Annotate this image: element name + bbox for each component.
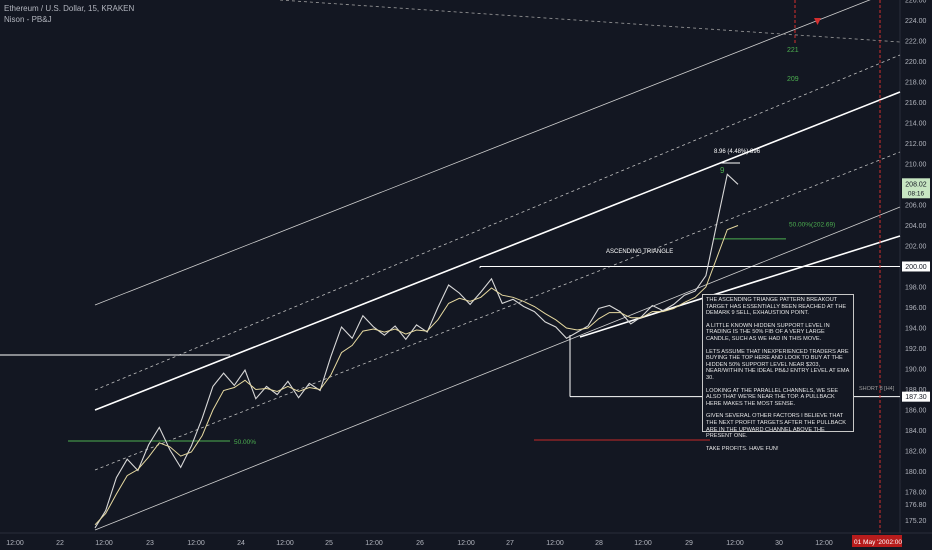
y-axis-tick-label: 202.00 [905, 244, 927, 251]
y-axis-tick-label: 212.00 [905, 141, 927, 148]
y-axis-tick-label: 194.00 [905, 326, 927, 333]
y-axis-tick-label: 176.80 [905, 502, 927, 509]
note-paragraph: GIVEN SEVERAL OTHER FACTORS I BELIEVE TH… [706, 413, 846, 440]
x-axis-tick-label: 12:00 [726, 540, 744, 547]
current-price-label: 208.02 [905, 181, 927, 188]
y-axis-tick-label: 222.00 [905, 39, 927, 46]
note-paragraph: TAKE PROFITS. HAVE FUN! [706, 445, 779, 452]
x-axis-tick-label: 22 [56, 540, 64, 547]
price-level-badge [902, 261, 930, 272]
y-axis-tick-label: 216.00 [905, 100, 927, 107]
demark-count-label: 9 [720, 166, 725, 175]
x-axis-tick-label: 01 May '20 [854, 539, 886, 546]
x-axis-tick-label: 12:00 [187, 540, 205, 547]
triangle-support-line [579, 235, 901, 338]
x-axis-tick-label: 23 [146, 540, 154, 547]
x-axis-tick-label: 24 [237, 540, 245, 547]
red-arrow-icon [814, 18, 821, 25]
price-series-line [94, 173, 739, 529]
y-axis-tick-label: 178.00 [905, 490, 927, 497]
y-axis-tick-label: 224.00 [905, 18, 927, 25]
x-axis-date-badge [852, 535, 902, 547]
y-axis-tick-label: 214.00 [905, 121, 927, 128]
fib-50-left-label: 50.00% [234, 439, 256, 446]
price-level-label: 200.00 [905, 264, 927, 271]
x-axis-tick-label: 12:00 [546, 540, 564, 547]
resistance-dashed-line [279, 0, 901, 43]
y-axis-tick-label: 226.00 [905, 0, 927, 5]
note-paragraph: THE ASCENDING TRIANGE PATTERN BREAKOUT T… [706, 297, 847, 317]
y-axis-tick-label: 204.00 [905, 223, 927, 230]
x-axis-tick-label: 12:00 [457, 540, 475, 547]
y-axis-tick-label: 175.20 [905, 518, 927, 525]
fib-209-label: 209 [787, 76, 799, 83]
y-axis-tick-label: 198.00 [905, 285, 927, 292]
short-tag-label: SHORT 8 [H4] [859, 386, 895, 392]
fib-221-label: 221 [787, 47, 799, 54]
note-paragraph: LOOKING AT THE PARALLEL CHANNELS, WE SEE… [706, 387, 839, 407]
x-axis-tick-label: 12:00 [276, 540, 294, 547]
note-paragraph: A LITTLE KNOWN HIDDEN SUPPORT LEVEL IN T… [706, 322, 830, 342]
y-axis-tick-label: 184.00 [905, 428, 927, 435]
price-level-label: 187.30 [905, 394, 927, 401]
x-axis-tick-label: 12:00 [6, 540, 24, 547]
note-paragraph: LETS ASSUME THAT INEXPERIENCED TRADERS A… [706, 348, 849, 381]
x-axis-tick-label: 29 [685, 540, 693, 547]
channel-dashed-line [94, 151, 901, 471]
price-level-badge [902, 391, 930, 402]
current-price-badge [902, 178, 930, 199]
move-measure-label: 8.96 (4.48%) 896 [714, 149, 761, 155]
y-axis-tick-label: 192.00 [905, 346, 927, 353]
x-axis-tick-label: 30 [775, 540, 783, 547]
x-axis-tick-label: 12:00 [95, 540, 113, 547]
indicator-title: Nison - PB&J [4, 15, 52, 24]
y-axis-tick-label: 218.00 [905, 80, 927, 87]
x-axis-tick-label: 25 [325, 540, 333, 547]
channel-main-line [94, 91, 901, 411]
x-axis-tick-label: 12:00 [815, 540, 833, 547]
x-axis-tick-label: 28 [595, 540, 603, 547]
channel-dashed-line [94, 54, 901, 391]
x-axis-tick-label: 02:00 [886, 539, 903, 546]
y-axis-tick-label: 182.00 [905, 449, 927, 456]
analysis-note-box[interactable]: THE ASCENDING TRIANGE PATTERN BREAKOUT T… [702, 294, 854, 452]
y-axis-tick-label: 190.00 [905, 367, 927, 374]
x-axis-tick-label: 26 [416, 540, 424, 547]
ema-series-line [94, 225, 739, 526]
y-axis-tick-label: 206.00 [905, 203, 927, 210]
x-axis-tick-label: 12:00 [634, 540, 652, 547]
y-axis-tick-label: 210.00 [905, 162, 927, 169]
upper-channel-line [94, 0, 871, 306]
fib-50-right-label: 50.00%(202.69) [789, 222, 835, 229]
y-axis-tick-label: 196.00 [905, 305, 927, 312]
countdown-label: 08:16 [908, 190, 925, 197]
y-axis-tick-label: 220.00 [905, 59, 927, 66]
y-axis-tick-label: 188.00 [905, 387, 927, 394]
symbol-title: Ethereum / U.S. Dollar, 15, KRAKEN [4, 4, 135, 13]
ascending-triangle-label: ASCENDING TRIANGLE [606, 249, 673, 255]
x-axis-tick-label: 12:00 [365, 540, 383, 547]
y-axis-tick-label: 180.00 [905, 469, 927, 476]
y-axis-tick-label: 186.00 [905, 408, 927, 415]
x-axis-tick-label: 27 [506, 540, 514, 547]
lower-channel-line [94, 206, 901, 531]
